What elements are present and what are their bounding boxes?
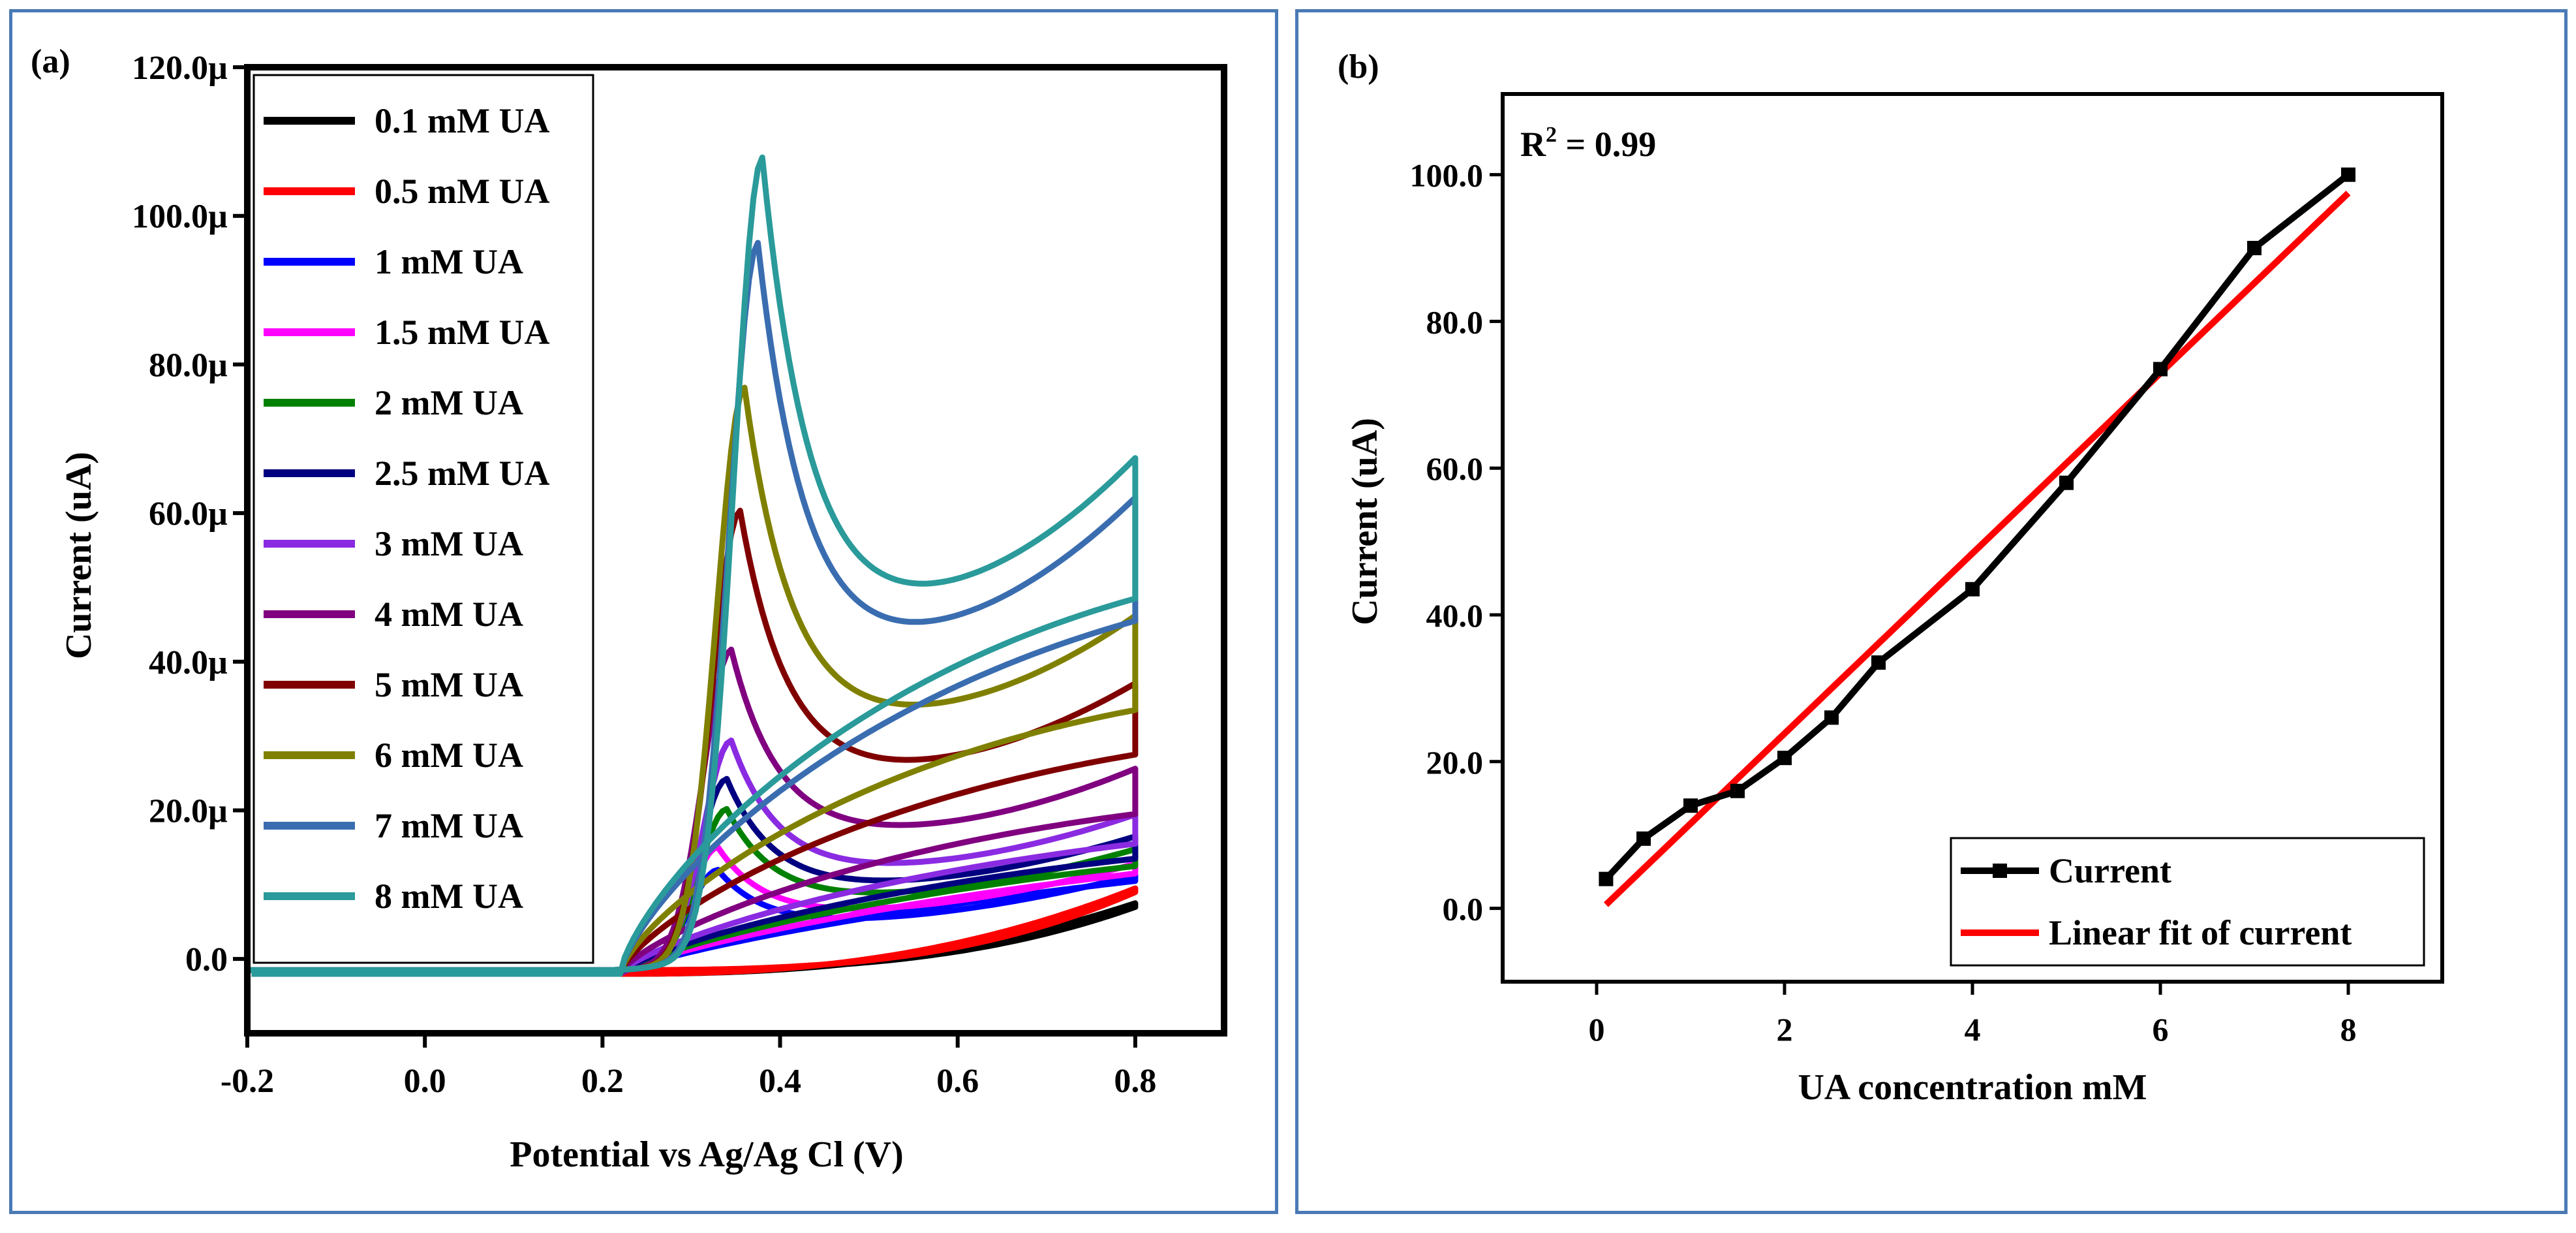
current-point: [1965, 582, 1980, 597]
current-point: [1824, 710, 1839, 725]
y-tick-label: 60.0: [1426, 450, 1484, 487]
y-tick-label: 100.0: [1410, 157, 1484, 194]
x-tick-label: 0.2: [581, 1063, 624, 1100]
current-line: [1603, 172, 2351, 882]
current-point: [1599, 871, 1614, 886]
y-tick-label: 80.0µ: [149, 347, 228, 384]
linear-fit-line: [1603, 191, 2351, 907]
x-tick-label: 6: [2153, 1011, 2169, 1048]
calibration-lines: [1599, 167, 2355, 907]
x-tick-label: 2: [1777, 1011, 1793, 1048]
x-axis-label-b: UA concentration mM: [1798, 1067, 2147, 1108]
y-tick-label: 40.0: [1426, 597, 1484, 634]
legend-marker: [1993, 864, 2007, 878]
panel-b: (b) 0.0 20.0 40.0 60.0 80.0 100.0 0 2 4 6 8 UA co…: [1295, 9, 2568, 1214]
y-axis-label-b: Current (uA): [1345, 418, 1385, 625]
cv-curve: [247, 154, 1139, 977]
current-point: [2059, 475, 2074, 490]
legend-label: 3 mM UA: [375, 524, 523, 563]
x-axis-label-a: Potential vs Ag/Ag Cl (V): [510, 1134, 904, 1175]
legend-label: 0.5 mM UA: [375, 172, 549, 211]
r-squared-annotation: R2 = 0.99: [1520, 123, 1656, 164]
legend-label: 4 mM UA: [375, 595, 523, 634]
cv-curves: [247, 154, 1139, 977]
y-tick-label: 120.0µ: [132, 50, 228, 87]
y-tick-label: 60.0µ: [149, 495, 228, 533]
y-tick-label: 100.0µ: [132, 198, 228, 236]
y-axis-label-a: Current (uA): [59, 452, 99, 659]
current-point: [2247, 241, 2262, 256]
legend-label: 1 mM UA: [375, 242, 523, 281]
current-point: [1871, 655, 1886, 670]
legend-label: 0.1 mM UA: [375, 101, 549, 140]
y-axis-b: 0.0 20.0 40.0 60.0 80.0 100.0: [1410, 157, 1503, 928]
x-tick-label: -0.2: [221, 1063, 274, 1100]
calibration-chart: (b) 0.0 20.0 40.0 60.0 80.0 100.0 0 2 4 6 8 UA co…: [1338, 48, 2444, 1108]
panel-a-label: (a): [31, 43, 70, 80]
legend-a: 0.1 mM UA 0.5 mM UA 1 mM UA 1.5 mM UA 2 mM U…: [253, 74, 594, 964]
y-tick-label: 20.0: [1426, 744, 1484, 781]
legend-box-b: [1950, 837, 2425, 967]
x-tick-label: 4: [1965, 1011, 1981, 1048]
y-tick-label: 0.0: [1443, 891, 1484, 928]
current-point: [2341, 167, 2355, 182]
x-tick-label: 0: [1589, 1011, 1605, 1048]
y-tick-label: 0.0: [185, 941, 228, 978]
panel-a: (a) 0.0 20.0µ 40.0µ 60.0µ 80.0µ 100.0µ 120.0µ …: [9, 9, 1278, 1214]
plot-frame-a: [244, 64, 1227, 1037]
x-axis-b: 0 2 4 6 8: [1589, 982, 2357, 1048]
legend-label: 2.5 mM UA: [375, 454, 549, 493]
y-tick-label: 40.0µ: [149, 644, 228, 681]
y-axis-a: 0.0 20.0µ 40.0µ 60.0µ 80.0µ 100.0µ 120.0µ: [132, 50, 247, 978]
legend-box-a: [253, 74, 594, 964]
x-tick-label: 0.4: [759, 1063, 801, 1100]
current-point: [1777, 751, 1792, 766]
x-tick-label: 0.8: [1114, 1063, 1156, 1100]
current-point: [1636, 831, 1651, 846]
legend-label: 8 mM UA: [375, 877, 523, 916]
legend-label: 2 mM UA: [375, 383, 523, 422]
legend-label: Linear fit of current: [2049, 913, 2352, 952]
legend-b: Current Linear fit of current: [1950, 837, 2425, 967]
y-tick-label: 80.0: [1426, 304, 1484, 340]
current-point: [1683, 798, 1698, 813]
current-point: [2153, 362, 2168, 377]
x-tick-label: 0.0: [404, 1063, 446, 1100]
x-tick-label: 0.6: [936, 1063, 979, 1100]
x-axis-a: -0.2 0.0 0.2 0.4 0.6 0.8: [221, 1033, 1156, 1100]
cv-chart: (a) 0.020.0µ40.0µ60.0µ80.0µ100.0µ120.0µ …: [31, 43, 1227, 1175]
current-point: [1730, 783, 1745, 798]
y-tick-label: 20.0µ: [149, 792, 228, 830]
legend-label: 6 mM UA: [375, 736, 523, 775]
legend-label: 5 mM UA: [375, 665, 523, 704]
panel-b-label: (b): [1338, 48, 1379, 86]
legend-label: Current: [2049, 851, 2171, 890]
x-tick-label: 8: [2340, 1011, 2357, 1048]
legend-label: 7 mM UA: [375, 806, 523, 845]
legend-label: 1.5 mM UA: [375, 313, 549, 352]
